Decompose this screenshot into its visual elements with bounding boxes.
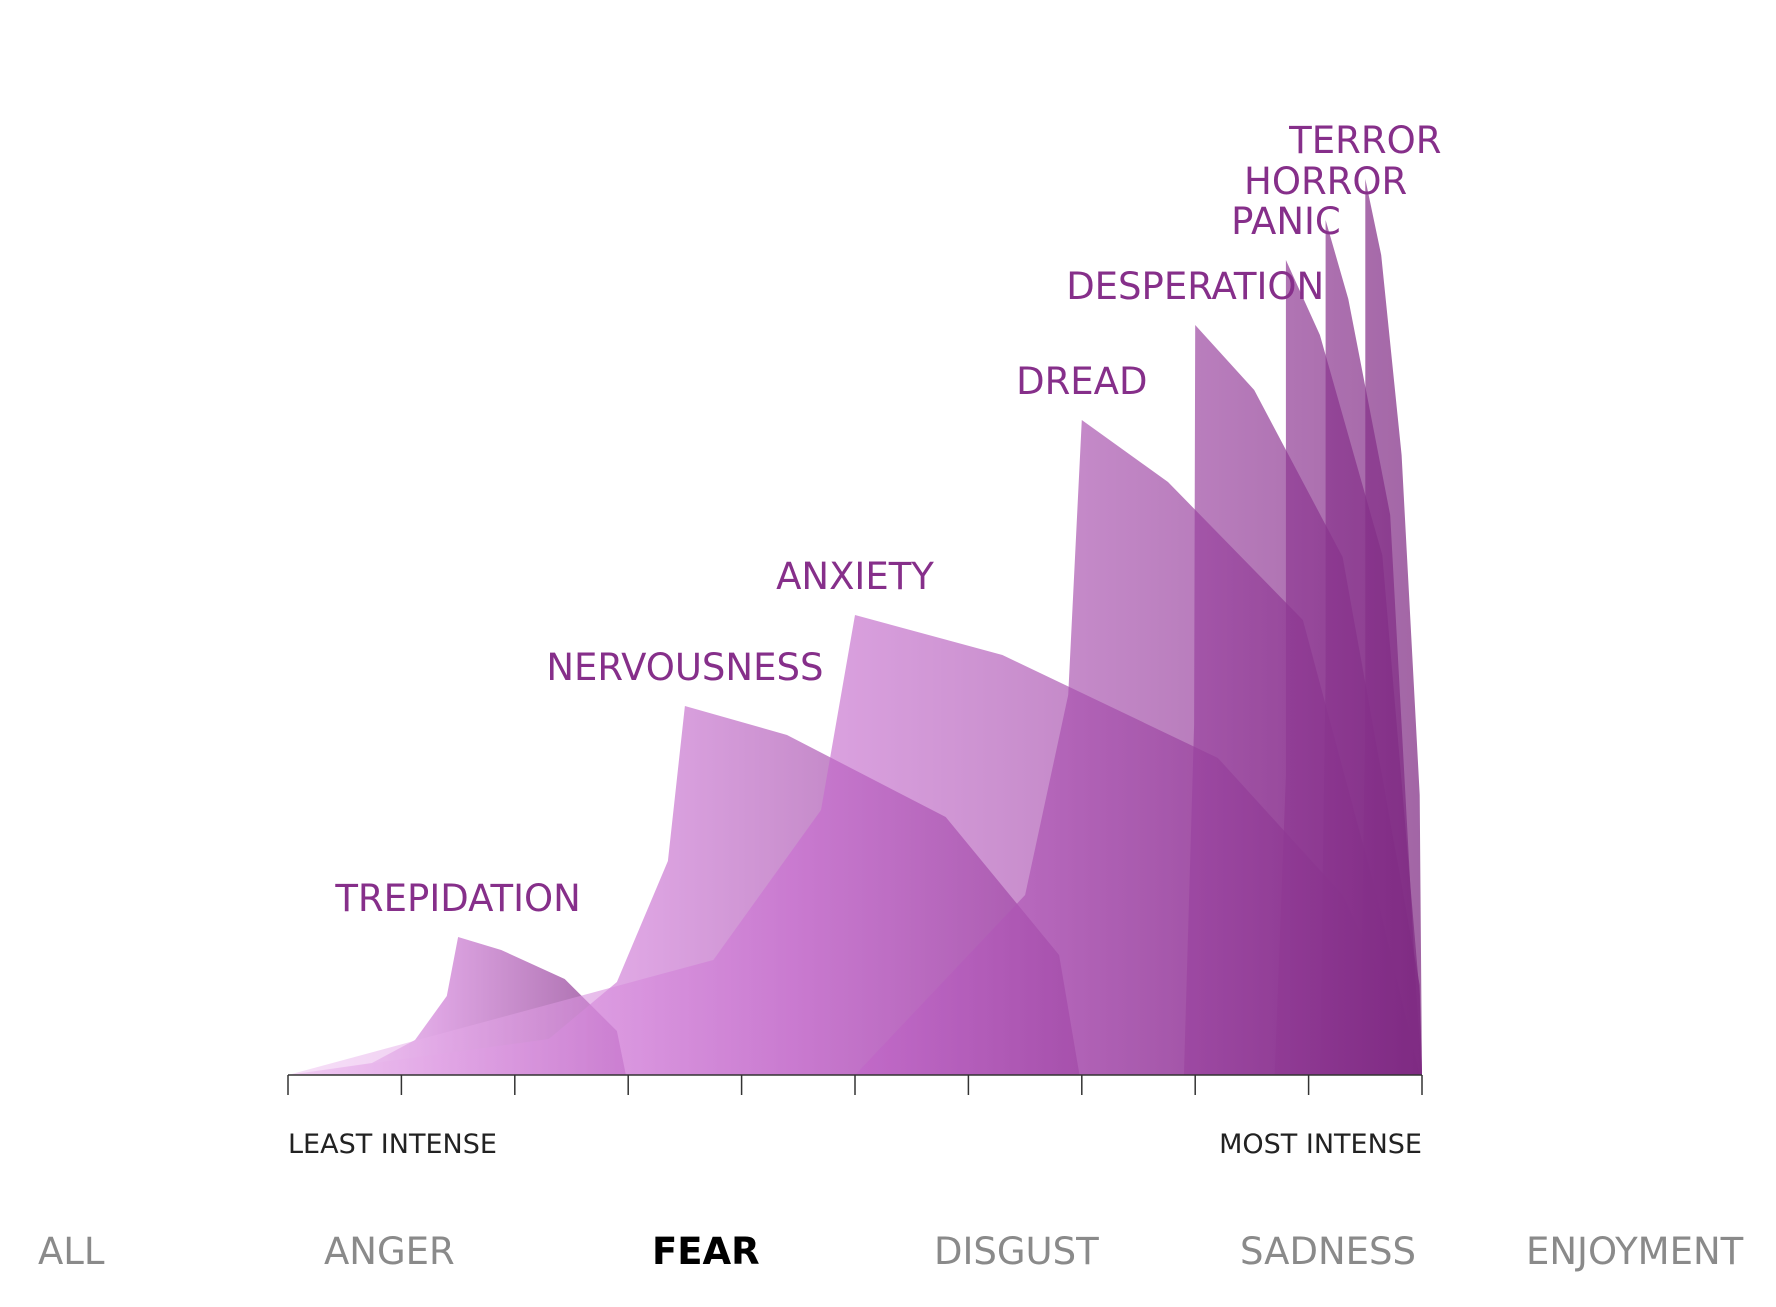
least-intense-label: LEAST INTENSE xyxy=(288,1129,497,1160)
tab-fear[interactable]: FEAR xyxy=(652,1230,760,1273)
chart-svg: LEAST INTENSE MOST INTENSE TREPIDATION NER… xyxy=(287,119,1441,1160)
x-axis: LEAST INTENSE MOST INTENSE xyxy=(287,1074,1423,1160)
label-anxiety: ANXIETY xyxy=(776,555,934,598)
tab-disgust[interactable]: DISGUST xyxy=(934,1230,1099,1273)
emotion-tab-bar: ALL ANGER FEAR DISGUST SADNESS ENJOYMENT xyxy=(0,1212,1776,1302)
fear-intensity-chart: LEAST INTENSE MOST INTENSE TREPIDATION NER… xyxy=(287,119,1441,1160)
area-dread xyxy=(288,420,1420,1075)
tab-enjoyment[interactable]: ENJOYMENT xyxy=(1526,1230,1744,1273)
label-dread: DREAD xyxy=(1016,360,1147,403)
tab-anger[interactable]: ANGER xyxy=(324,1230,455,1273)
label-horror: HORROR xyxy=(1244,160,1407,203)
most-intense-label: MOST INTENSE xyxy=(1219,1129,1422,1160)
label-panic: PANIC xyxy=(1231,200,1341,243)
label-desperation: DESPERATION xyxy=(1066,265,1324,308)
emotion-labels: TREPIDATION NERVOUSNESS ANXIETY DREAD DESPER… xyxy=(334,119,1441,920)
tab-all[interactable]: ALL xyxy=(38,1230,105,1273)
label-nervousness: NERVOUSNESS xyxy=(546,646,823,689)
areas-layer xyxy=(288,179,1422,1075)
label-terror: TERROR xyxy=(1288,119,1441,162)
area-panic xyxy=(288,260,1422,1075)
label-trepidation: TREPIDATION xyxy=(334,877,581,920)
tab-sadness[interactable]: SADNESS xyxy=(1240,1230,1417,1273)
